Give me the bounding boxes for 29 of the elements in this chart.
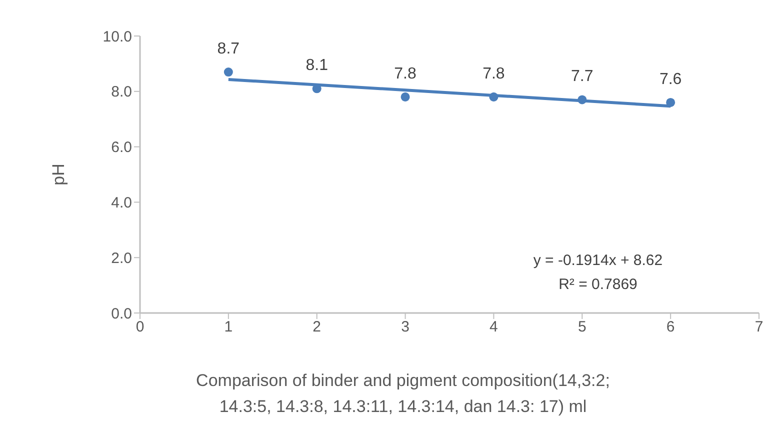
y-axis-title: pH [49,164,68,186]
point [400,92,410,102]
data-label: 7.6 [659,70,682,88]
y-tick-label: 6.0 [111,139,132,156]
data-label: 7.8 [394,65,417,82]
point [489,92,498,102]
data-label: 7.8 [482,65,505,82]
x-axis-title: Comparison of binder and pigment composition(14,3:2; 14.3:5, 14.3:8, 14.3:11, 14.3:14, dan 14.3: 17) ml [195,370,611,418]
annotation: y = -0.1914x + 8.62 [532,252,664,269]
x-tick-label: 6 [666,318,675,336]
data-label: 8.7 [217,40,240,58]
x-tick-label: 5 [578,318,586,336]
data-label: 8.1 [306,57,328,74]
point [666,98,676,107]
x-tick-label: 4 [490,318,498,336]
y-tick-label: 2.0 [111,250,132,267]
data-label: 7.7 [571,68,594,86]
point [578,95,587,104]
x-tick-label: 7 [754,318,764,336]
y-tick-label: 0.0 [111,305,132,322]
y-tick-label: 8.0 [111,84,132,101]
y-tick-label: 10.0 [102,28,132,46]
x-tick-label: 1 [224,318,233,336]
annotation: R² = 0.7869 [558,276,638,293]
x-tick-label: 0 [136,318,144,336]
point [224,68,233,77]
x-tick-label: 3 [401,318,410,336]
y-tick-label: 4.0 [111,194,132,212]
x-tick-label: 2 [312,318,322,336]
